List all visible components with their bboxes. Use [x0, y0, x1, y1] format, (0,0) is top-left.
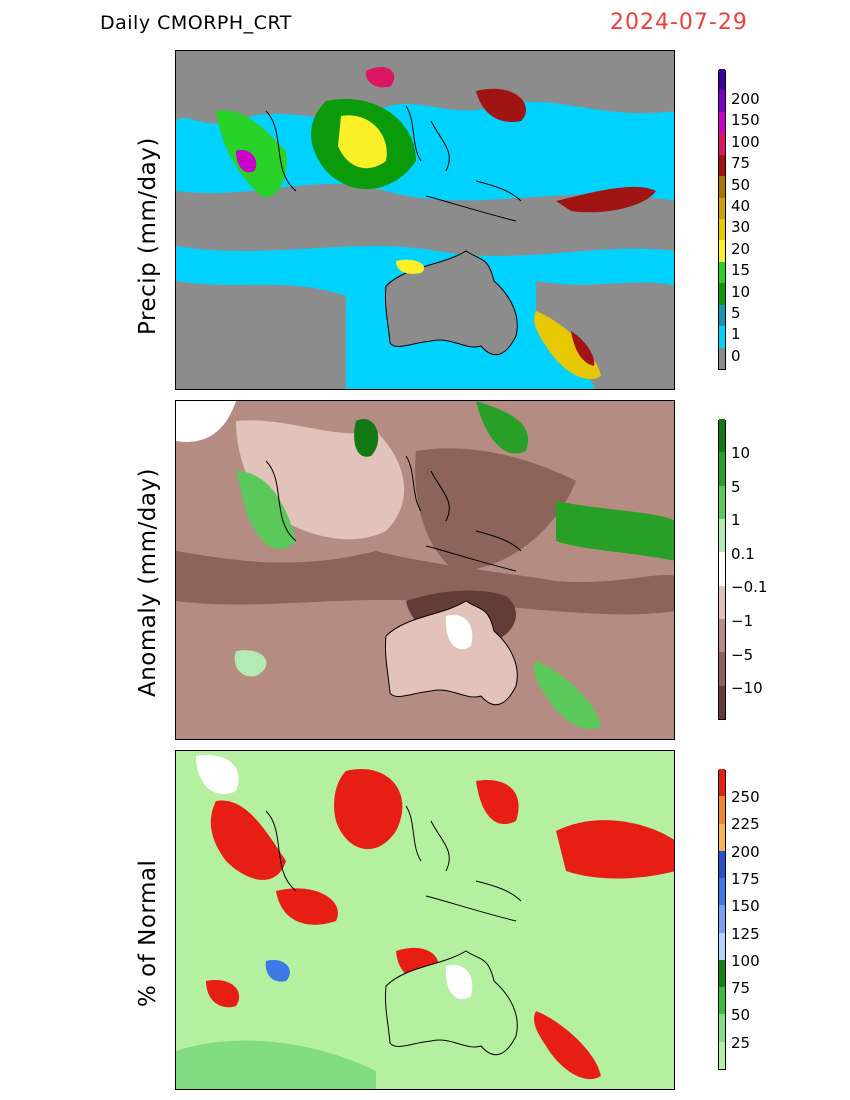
percent-colorbar [718, 768, 726, 1070]
precip-colorbar-tick-label: 50 [731, 175, 751, 194]
precip-colorbar-segment [719, 347, 725, 369]
percent-colorbar-segment [719, 768, 725, 797]
anomaly-colorbar-segment [719, 518, 725, 553]
percent-colorbar-tick-label: 200 [731, 842, 760, 861]
precip-colorbar-segment [719, 132, 725, 155]
anomaly-colorbar-tick-label: 5 [731, 477, 741, 496]
anomaly-colorbar-segment [719, 551, 725, 586]
percent-colorbar-segment [719, 932, 725, 960]
precip-colorbar-tick-label: 200 [731, 90, 760, 108]
precip-colorbar-tick-label: 1 [731, 325, 741, 344]
precip-colorbar-tick-label: 75 [731, 154, 751, 173]
anomaly-colorbar-segment [719, 451, 725, 486]
anomaly-colorbar-tick-label: 10 [731, 444, 751, 462]
percent-colorbar-tick-label: 250 [731, 788, 760, 806]
anomaly-colorbar-segment [719, 685, 725, 719]
precip-colorbar-tick-label: 30 [731, 218, 751, 237]
percent-colorbar-segment [719, 1041, 725, 1069]
date-label: 2024-07-29 [610, 10, 748, 35]
percent-colorbar-segment [719, 904, 725, 933]
percent-colorbar-tick-label: 125 [731, 924, 760, 943]
anomaly-map-panel [175, 400, 675, 740]
precip-colorbar-segment [719, 261, 725, 284]
precip-colorbar [718, 68, 726, 370]
anomaly-colorbar-segment [719, 585, 725, 619]
precip-colorbar-tick-label: 20 [731, 239, 751, 258]
precip-colorbar-segment [719, 89, 725, 112]
precip-colorbar-tick-label: 150 [731, 111, 760, 130]
percent-colorbar-segment [719, 1013, 725, 1042]
percent-colorbar-segment [719, 823, 725, 851]
precip-colorbar-segment [719, 239, 725, 262]
anomaly-colorbar [718, 418, 726, 720]
percent-colorbar-segment [719, 959, 725, 988]
precip-colorbar-segment [719, 111, 725, 134]
precip-colorbar-segment [719, 218, 725, 241]
panel-ylabel-percent: % of Normal [135, 859, 161, 1007]
precip-colorbar-tick-label: 15 [731, 261, 751, 280]
percent-colorbar-segment [719, 850, 725, 879]
percent-colorbar-segment [719, 877, 725, 906]
percent-colorbar-tick-label: 100 [731, 951, 760, 970]
anomaly-colorbar-tick-label: −1 [731, 612, 754, 630]
percent-colorbar-segment [719, 986, 725, 1015]
precip-colorbar-segment [719, 154, 725, 177]
panel-ylabel-anomaly: Anomaly (mm/day) [135, 467, 161, 697]
precip-colorbar-segment [719, 325, 725, 348]
anomaly-colorbar-tick-label: 0.1 [731, 544, 755, 563]
anomaly-colorbar-tick-label: 1 [731, 511, 741, 530]
precip-colorbar-tick-label: 100 [731, 132, 760, 151]
precip-colorbar-segment [719, 68, 725, 91]
percent-colorbar-tick-label: 75 [731, 979, 751, 998]
percent-colorbar-tick-label: 25 [731, 1033, 751, 1052]
anomaly-colorbar-segment [719, 418, 725, 453]
precip-colorbar-segment [719, 197, 725, 219]
precip-colorbar-segment [719, 282, 725, 305]
percent-colorbar-segment [719, 795, 725, 824]
chart-title: Daily CMORPH_CRT [100, 12, 292, 34]
percent-colorbar-tick-label: 150 [731, 897, 760, 916]
precip-map-panel [175, 50, 675, 390]
percent-colorbar-tick-label: 225 [731, 815, 760, 834]
percent-map-panel [175, 750, 675, 1090]
percent-colorbar-tick-label: 50 [731, 1006, 751, 1025]
anomaly-colorbar-segment [719, 485, 725, 519]
anomaly-map [176, 401, 674, 739]
percent-colorbar-tick-label: 175 [731, 869, 760, 888]
precip-colorbar-segment [719, 175, 725, 198]
precip-colorbar-tick-label: 10 [731, 282, 751, 301]
precip-map [176, 51, 674, 389]
anomaly-colorbar-tick-label: −5 [731, 645, 754, 664]
percent-map [176, 751, 674, 1089]
anomaly-colorbar-tick-label: −0.1 [731, 578, 768, 597]
panel-ylabel-precip: Precip (mm/day) [135, 137, 161, 335]
anomaly-colorbar-segment [719, 618, 725, 653]
anomaly-colorbar-tick-label: −10 [731, 679, 763, 698]
precip-colorbar-tick-label: 0 [731, 346, 741, 365]
precip-colorbar-tick-label: 40 [731, 197, 751, 215]
precip-colorbar-segment [719, 304, 725, 327]
anomaly-colorbar-segment [719, 651, 725, 686]
precip-colorbar-tick-label: 5 [731, 304, 741, 322]
